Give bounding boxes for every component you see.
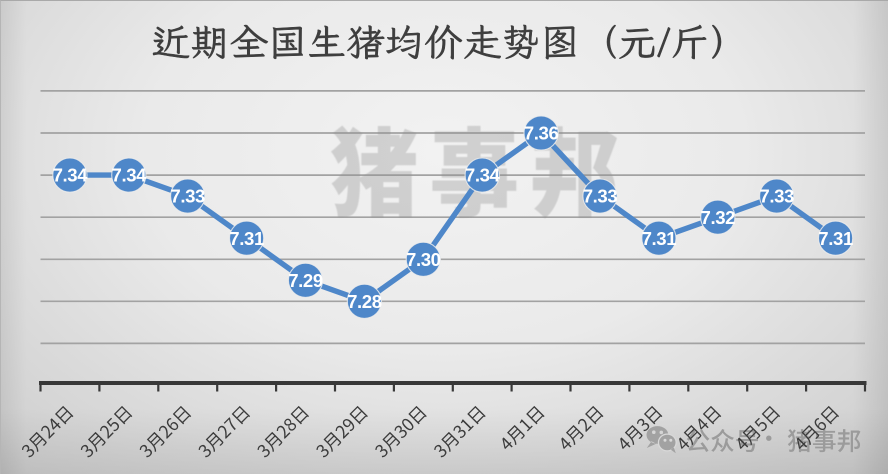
svg-text:7.31: 7.31 (229, 228, 264, 249)
svg-text:7.29: 7.29 (288, 270, 323, 291)
svg-text:7.32: 7.32 (701, 207, 736, 228)
svg-text:7.33: 7.33 (170, 186, 205, 207)
svg-text:7.31: 7.31 (642, 228, 677, 249)
svg-text:7.34: 7.34 (112, 165, 148, 186)
svg-text:7.33: 7.33 (759, 186, 794, 207)
svg-text:7.28: 7.28 (347, 291, 382, 312)
svg-text:7.36: 7.36 (524, 123, 559, 144)
svg-text:7.31: 7.31 (818, 228, 853, 249)
svg-text:7.34: 7.34 (465, 165, 501, 186)
svg-text:7.33: 7.33 (583, 186, 618, 207)
svg-text:7.34: 7.34 (53, 165, 89, 186)
svg-text:7.30: 7.30 (406, 249, 441, 270)
